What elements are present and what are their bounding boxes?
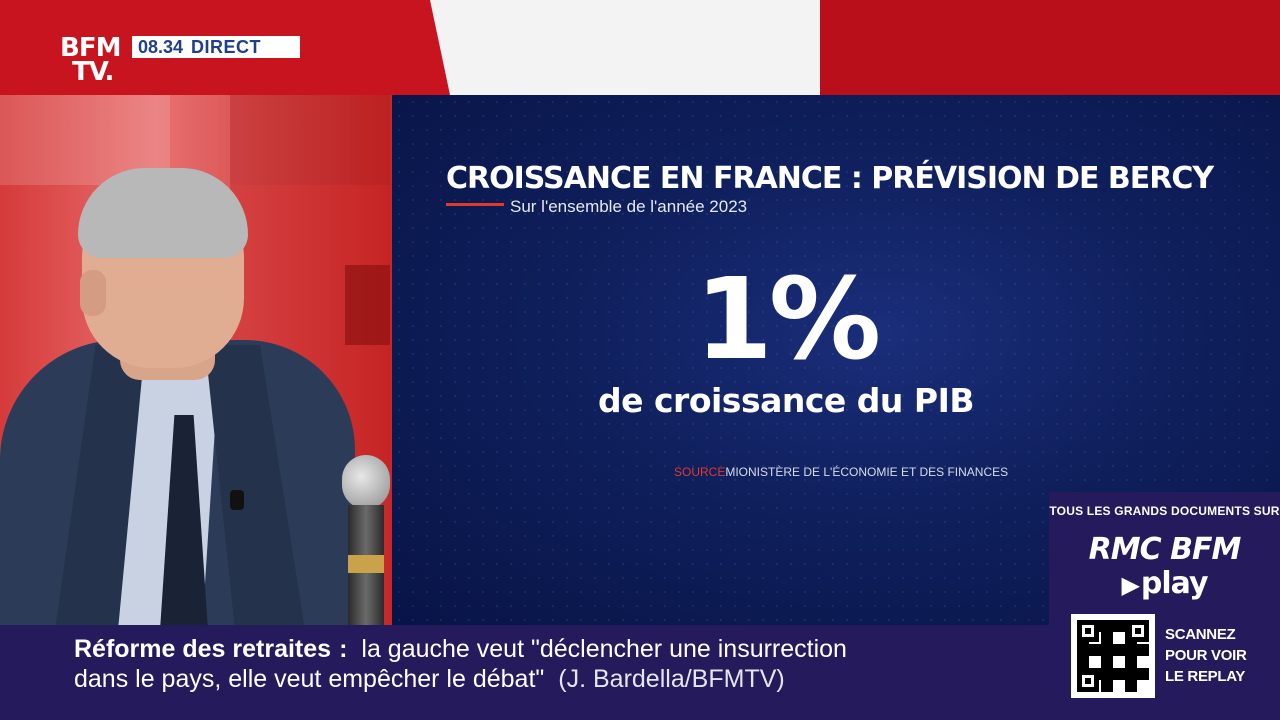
speaker-video	[0, 160, 392, 630]
lavalier-mic-icon	[230, 490, 244, 510]
studio-panel	[230, 95, 390, 185]
studio-panel	[345, 265, 390, 345]
key-figure: 1%	[694, 255, 881, 385]
promo-top-text: TOUS LES GRANDS DOCUMENTS SUR	[1049, 504, 1280, 518]
promo-play-text: play	[1140, 566, 1209, 601]
ticker-topic: Réforme des retraites	[74, 635, 332, 663]
logo-line2: TV.	[72, 57, 114, 87]
graphic-subtitle: Sur l'ensemble de l'année 2023	[510, 197, 748, 216]
qr-code-icon[interactable]	[1071, 614, 1155, 698]
key-figure-label-wrap: de croissance du PIB	[392, 381, 1280, 420]
accent-line	[446, 203, 504, 206]
scan-line1: SCANNEZ	[1165, 626, 1236, 643]
play-icon: ▶	[1121, 571, 1139, 599]
broadcast-time: 08.34	[138, 36, 184, 57]
key-figure-wrap: 1%	[392, 255, 1280, 385]
source-value: MIONISTÈRE DE L'ÉCONOMIE ET DES FINANCES	[725, 465, 1009, 479]
scan-line3: LE REPLAY	[1165, 668, 1246, 685]
logo-line1: BFM	[60, 33, 121, 63]
ticker-line1-text: la gauche veut "déclencher une insurrect…	[361, 635, 847, 663]
top-banner	[0, 0, 1280, 95]
live-label: DIRECT	[191, 36, 262, 57]
source-key: SOURCE	[674, 465, 726, 479]
banner-graphic	[430, 0, 830, 95]
scan-instructions: SCANNEZ POUR VOIR LE REPLAY	[1165, 624, 1247, 687]
banner-graphic-right	[820, 0, 1280, 95]
bfmtv-logo: BFM TV.	[60, 33, 124, 88]
source-credit: SOURCEMIONISTÈRE DE L'ÉCONOMIE ET DES FI…	[674, 465, 1008, 479]
promo-brand: RMC BFM	[1088, 532, 1242, 567]
live-time-tag: 08.34 DIRECT	[132, 36, 300, 58]
promo-play: ▶play	[1049, 566, 1280, 601]
key-figure-label: de croissance du PIB	[597, 381, 975, 420]
ticker-line2: dans le pays, elle veut empêcher le déba…	[74, 665, 785, 694]
speaker-hair	[78, 168, 248, 258]
news-ticker: Réforme des retraites: la gauche veut "dé…	[0, 625, 1049, 720]
studio-microphone-icon	[338, 455, 390, 625]
ticker-credit: (J. Bardella/BFMTV)	[558, 665, 785, 693]
rmc-bfm-play-promo: TOUS LES GRANDS DOCUMENTS SUR RMC BFM ▶p…	[1049, 492, 1280, 720]
scan-line2: POUR VOIR	[1165, 647, 1247, 664]
speaker-ear	[80, 270, 106, 316]
graphic-headline: CROISSANCE EN FRANCE : PRÉVISION DE BERC…	[446, 161, 1214, 196]
ticker-line1: Réforme des retraites: la gauche veut "dé…	[74, 635, 847, 664]
ticker-colon: :	[339, 635, 348, 663]
ticker-line2-text: dans le pays, elle veut empêcher le déba…	[74, 665, 545, 693]
